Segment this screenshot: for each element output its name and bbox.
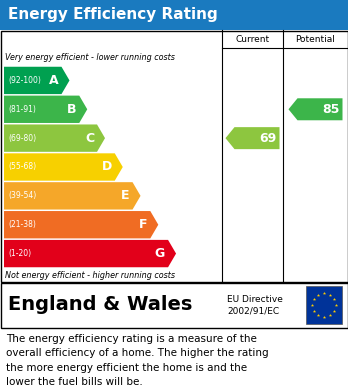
Polygon shape xyxy=(288,98,342,120)
Text: (69-80): (69-80) xyxy=(8,134,36,143)
Text: (55-68): (55-68) xyxy=(8,163,36,172)
Text: The energy efficiency rating is a measure of the
overall efficiency of a home. T: The energy efficiency rating is a measur… xyxy=(6,334,269,387)
Text: Not energy efficient - higher running costs: Not energy efficient - higher running co… xyxy=(5,271,175,280)
Polygon shape xyxy=(4,182,141,210)
Polygon shape xyxy=(4,211,158,239)
Text: (92-100): (92-100) xyxy=(8,76,41,85)
Text: (81-91): (81-91) xyxy=(8,105,36,114)
Text: E: E xyxy=(121,189,129,203)
Polygon shape xyxy=(4,240,176,267)
Text: Energy Efficiency Rating: Energy Efficiency Rating xyxy=(8,7,218,23)
Text: EU Directive
2002/91/EC: EU Directive 2002/91/EC xyxy=(227,294,283,316)
Text: (1-20): (1-20) xyxy=(8,249,31,258)
Text: 85: 85 xyxy=(322,103,340,116)
Text: B: B xyxy=(67,103,76,116)
Text: G: G xyxy=(155,247,165,260)
Text: Current: Current xyxy=(236,34,270,43)
Text: (39-54): (39-54) xyxy=(8,191,36,200)
Polygon shape xyxy=(4,124,105,152)
Text: C: C xyxy=(85,132,94,145)
Text: (21-38): (21-38) xyxy=(8,220,36,229)
Bar xyxy=(0,283,348,328)
Polygon shape xyxy=(226,127,279,149)
Text: F: F xyxy=(139,218,147,231)
Polygon shape xyxy=(4,153,123,181)
Polygon shape xyxy=(4,96,87,123)
Text: D: D xyxy=(102,160,112,174)
Bar xyxy=(0,30,348,282)
Text: 69: 69 xyxy=(259,132,277,145)
Bar xyxy=(306,286,342,324)
Text: A: A xyxy=(49,74,58,87)
Bar xyxy=(0,0,348,30)
Text: England & Wales: England & Wales xyxy=(8,296,192,314)
Polygon shape xyxy=(4,67,70,94)
Text: Potential: Potential xyxy=(295,34,335,43)
Text: Very energy efficient - lower running costs: Very energy efficient - lower running co… xyxy=(5,54,175,63)
